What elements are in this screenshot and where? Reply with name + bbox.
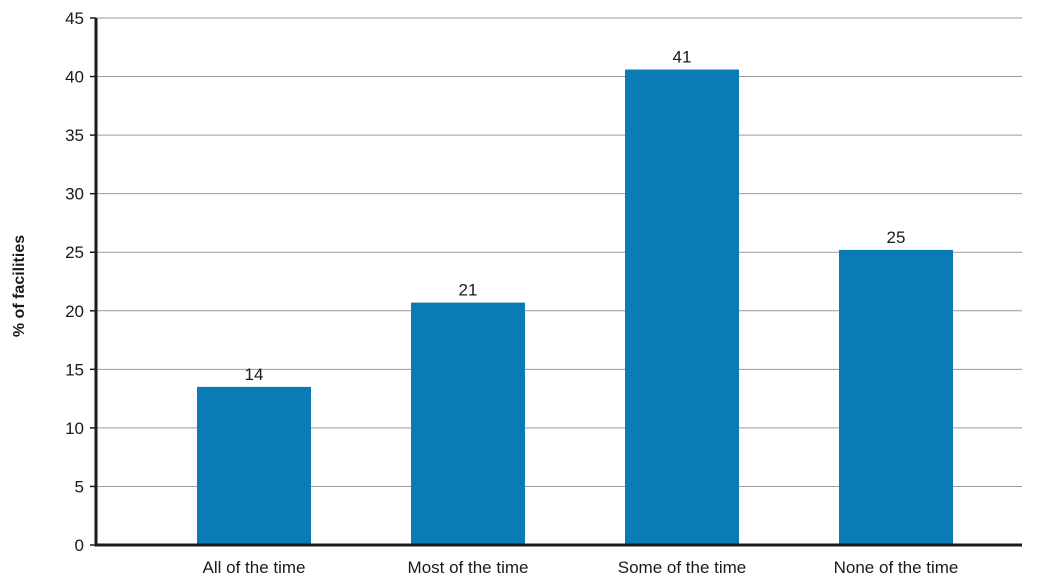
x-category-label: All of the time [203, 558, 306, 577]
y-tick-label: 40 [65, 68, 84, 87]
axes [90, 17, 1022, 547]
bar-3 [839, 249, 953, 545]
y-tick-label: 20 [65, 302, 84, 321]
y-tick-label: 15 [65, 360, 84, 379]
bar-value-label: 25 [887, 228, 906, 247]
y-tick-label: 5 [75, 477, 84, 496]
y-tick-label: 25 [65, 243, 84, 262]
y-tick-label: 10 [65, 419, 84, 438]
y-tick-label: 45 [65, 9, 84, 28]
bar-value-label: 14 [245, 365, 264, 384]
y-axis-title: % of facilities [11, 235, 28, 337]
x-category-label: Some of the time [618, 558, 747, 577]
bar-2 [625, 69, 739, 545]
x-category-label: Most of the time [408, 558, 529, 577]
y-tick-label: 0 [75, 536, 84, 555]
y-tick-labels: 0 5 10 15 20 25 30 35 40 45 [65, 9, 84, 555]
x-category-label: None of the time [834, 558, 959, 577]
value-labels: 14 21 41 25 [245, 48, 906, 384]
bar-value-label: 41 [673, 48, 692, 67]
bars [197, 69, 953, 545]
bar-1 [411, 302, 525, 545]
y-tick-label: 30 [65, 185, 84, 204]
bar-value-label: 21 [459, 281, 478, 300]
y-tick-label: 35 [65, 126, 84, 145]
x-category-labels: All of the time Most of the time Some of t… [203, 558, 959, 577]
bar-0 [197, 386, 311, 545]
